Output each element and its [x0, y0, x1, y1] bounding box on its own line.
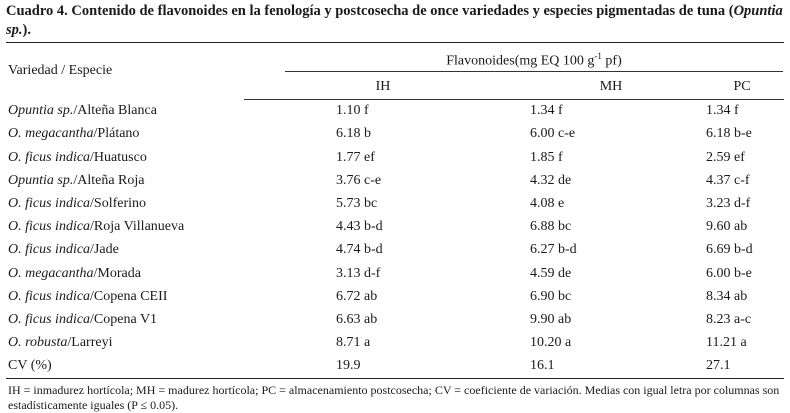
cell-cv-mh: 16.1	[522, 354, 700, 379]
cell-species: O. robusta	[8, 335, 68, 351]
cell-pc: 8.34 ab	[706, 288, 748, 304]
header-variety: Variedad / Especie	[6, 42, 244, 100]
table-caption: Cuadro 4. Contenido de flavonoides en la…	[6, 2, 784, 40]
cell-species: O. ficus indica	[8, 219, 91, 235]
cell-pc: 9.60 ab	[706, 219, 748, 235]
cell-ih: 6.63 ab	[336, 311, 378, 327]
caption-italic: Opuntia sp.	[6, 3, 783, 38]
cell-cv-ih: 19.9	[244, 354, 522, 379]
cell-mh: 4.08 e	[530, 196, 565, 211]
cell-variety-name: /Huatusco	[90, 149, 147, 165]
header-ih: IH	[244, 74, 522, 100]
cell-species: O. ficus indica	[8, 196, 91, 211]
cell-variety-name: /Copena V1	[90, 311, 158, 327]
table-row-cv: CV (%) 19.9 16.1 27.1	[6, 354, 784, 379]
flavonoids-table: Variedad / Especie Flavonoides(mg EQ 100…	[6, 41, 784, 379]
cell-ih: 1.77 ef	[336, 149, 375, 165]
caption-end: ).	[22, 22, 31, 38]
table-row: O. ficus indica/Roja Villanueva 4.43 b-d 6…	[6, 216, 784, 239]
cell-pc: 11.21 a	[706, 335, 747, 351]
caption-text: Contenido de flavonoides en la fenología…	[71, 3, 734, 19]
cell-variety-name: /Larreyi	[67, 335, 113, 351]
table-row: O. ficus indica/Copena V1 6.63 ab 9.90 ab 8…	[6, 308, 784, 331]
cell-pc: 3.23 d-f	[706, 196, 751, 211]
cell-species: O. megacantha	[8, 265, 94, 281]
cell-variety-name: /Plátano	[93, 126, 140, 142]
cell-species: O. ficus indica	[8, 242, 91, 258]
header-group-suffix: pf)	[601, 53, 622, 69]
cell-mh: 4.32 de	[530, 172, 572, 188]
cell-mh: 10.20 a	[530, 335, 572, 351]
cell-species: O. ficus indica	[8, 149, 91, 165]
cell-ih: 3.13 d-f	[336, 265, 381, 281]
cell-mh: 6.00 c-e	[530, 126, 576, 142]
table-footnote: IH = inmadurez hortícola; MH = madurez h…	[8, 382, 780, 412]
cell-variety: Opuntia sp./Alteña Roja	[6, 169, 244, 192]
cell-pc: 1.34 f	[706, 103, 739, 119]
cell-pc: 4.37 c-f	[706, 172, 750, 188]
cell-variety-name: /Solferino	[90, 196, 147, 211]
cell-ih: 5.73 bc	[336, 196, 378, 211]
cell-variety: O. ficus indica/Huatusco	[6, 146, 244, 169]
cell-variety-name: /Jade	[90, 242, 119, 258]
table-row: Opuntia sp./Alteña Roja 3.76 c-e 4.32 de 4.…	[6, 169, 784, 192]
cell-pc: 8.23 a-c	[706, 311, 752, 327]
cell-mh: 1.34 f	[530, 103, 563, 119]
cell-pc: 6.00 b-e	[706, 265, 752, 281]
cell-variety-name: /Roja Villanueva	[90, 219, 185, 235]
cell-ih: 3.76 c-e	[336, 172, 382, 188]
cell-mh: 9.90 ab	[530, 311, 572, 327]
header-group-sup: -1	[594, 51, 602, 61]
table-row: O. megacantha/Plátano 6.18 b 6.00 c-e 6.18 …	[6, 123, 784, 146]
cell-pc: 6.18 b-e	[706, 126, 752, 142]
table-row: O. ficus indica/Jade 4.74 b-d 6.27 b-d 6.69…	[6, 239, 784, 262]
cell-mh: 4.59 de	[530, 265, 572, 281]
table-row: O. megacantha/Morada 3.13 d-f 4.59 de 6.00 …	[6, 262, 784, 285]
cell-ih: 4.43 b-d	[336, 219, 383, 235]
cell-mh: 6.88 bc	[530, 219, 572, 235]
cell-ih: 8.71 a	[336, 335, 371, 351]
cell-variety: O. ficus indica/Jade	[6, 239, 244, 262]
header-mh: MH	[522, 74, 700, 100]
header-group: Flavonoides(mg EQ 100 g-1 pf)	[244, 41, 784, 75]
cell-variety: O. ficus indica/Copena V1	[6, 308, 244, 331]
cell-variety-name: /Alteña Blanca	[73, 103, 157, 118]
cell-ih: 6.72 ab	[336, 288, 378, 304]
cell-variety: O. megacantha/Plátano	[6, 123, 244, 146]
cell-variety: O. ficus indica/Roja Villanueva	[6, 216, 244, 239]
cell-variety: O. ficus indica/Copena CEII	[6, 285, 244, 308]
header-pc: PC	[700, 74, 784, 100]
cell-mh: 6.27 b-d	[530, 242, 577, 258]
cell-variety: O. megacantha/Morada	[6, 262, 244, 285]
cell-ih: 1.10 f	[336, 103, 369, 119]
cell-pc: 2.59 ef	[706, 149, 745, 165]
cell-species: O. ficus indica	[8, 288, 91, 304]
cell-species: Opuntia sp.	[8, 172, 74, 188]
table-row: O. ficus indica/Huatusco 1.77 ef 1.85 f 2.5…	[6, 146, 784, 169]
cell-variety-name: /Alteña Roja	[73, 172, 145, 188]
table-page: Cuadro 4. Contenido de flavonoides en la…	[6, 2, 784, 412]
table-row: O. robusta/Larreyi 8.71 a 10.20 a 11.21 a	[6, 332, 784, 355]
cell-cv-pc: 27.1	[700, 354, 784, 379]
cell-variety-name: /Morada	[93, 265, 141, 281]
cell-pc: 6.69 b-d	[706, 242, 753, 258]
cell-species: O. ficus indica	[8, 311, 91, 327]
cell-ih: 6.18 b	[336, 126, 371, 142]
cell-species: Opuntia sp.	[8, 103, 74, 118]
table-row: O. ficus indica/Solferino 5.73 bc 4.08 e 3.…	[6, 192, 784, 215]
header-group-prefix: Flavonoides(mg EQ 100 g	[446, 53, 595, 69]
caption-label: Cuadro 4.	[6, 3, 68, 19]
table-row: O. ficus indica/Copena CEII 6.72 ab 6.90 b…	[6, 285, 784, 308]
cell-ih: 4.74 b-d	[336, 242, 383, 258]
cell-variety: O. robusta/Larreyi	[6, 332, 244, 355]
cell-variety: O. ficus indica/Solferino	[6, 192, 244, 215]
cell-mh: 6.90 bc	[530, 288, 572, 304]
table-row: Opuntia sp./Alteña Blanca 1.10 f 1.34 f 1.3…	[6, 99, 784, 123]
table-body: Opuntia sp./Alteña Blanca 1.10 f 1.34 f 1.3…	[6, 99, 784, 379]
cell-species: O. megacantha	[8, 126, 94, 142]
cell-variety-name: /Copena CEII	[90, 288, 168, 304]
cell-cv-label: CV (%)	[6, 354, 244, 379]
cell-variety: Opuntia sp./Alteña Blanca	[6, 99, 244, 123]
cell-mh: 1.85 f	[530, 149, 563, 165]
